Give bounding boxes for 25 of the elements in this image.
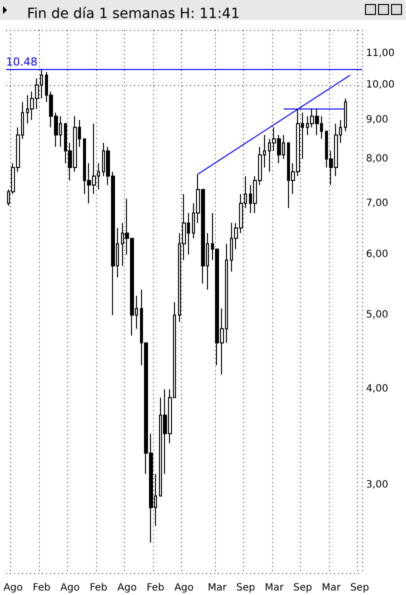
x-tick-label: Mar [264,582,285,594]
y-tick-label: 10,00 [366,79,395,90]
y-tick-label: 5,00 [366,310,388,321]
x-tick-label: Feb [32,582,50,594]
y-tick-label: 4,00 [366,384,388,395]
ref-line-label: 10.48 [6,55,38,68]
x-tick-label: Ago [117,582,137,594]
candlestick [344,98,347,132]
y-tick-label: 3,00 [366,479,388,490]
x-tick-label: Ago [174,582,194,594]
y-tick-label: 11,00 [366,48,395,59]
x-tick-label: Sep [293,582,312,594]
y-tick-label: 6,00 [366,249,388,260]
x-tick-label: Feb [90,582,108,594]
x-tick-label: Ago [60,582,80,594]
x-tick-label: Mar [322,582,342,594]
y-tick-label: 7,00 [366,198,388,209]
y-tick-label: 8,00 [366,154,388,165]
x-tick-label: Sep [350,582,370,594]
chart-title: Fin de día 1 semanas H: 11:41 [27,6,240,22]
x-tick-label: Feb [146,582,164,594]
x-tick-label: Sep [236,582,256,594]
x-tick-label: Mar [208,582,228,594]
x-tick-label: Ago [3,582,23,594]
y-tick-label: 9,00 [366,114,388,126]
